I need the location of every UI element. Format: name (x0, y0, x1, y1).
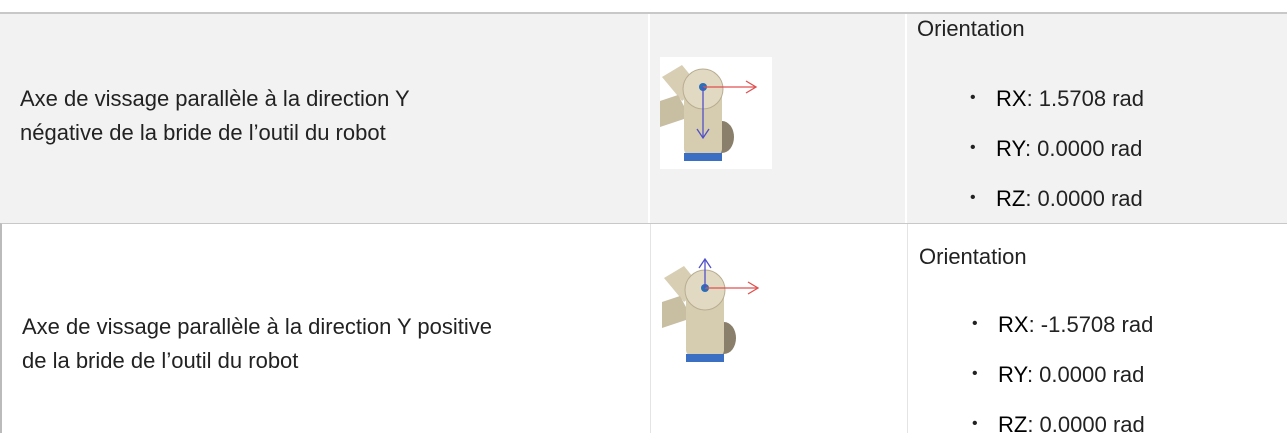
column-separator (650, 224, 651, 433)
bullet: • (970, 139, 976, 156)
item-value: : -1.5708 rad (1028, 312, 1154, 337)
bullet: • (972, 315, 978, 332)
description-line: négative de la bride de l’outil du robot (20, 120, 386, 145)
orientation-item: RX: -1.5708 rad (998, 312, 1153, 338)
column-separator (648, 14, 650, 224)
description-line: Axe de vissage parallèle à la direction … (22, 314, 493, 339)
orientation-item: RX: 1.5708 rad (996, 86, 1144, 112)
bullet: • (972, 365, 978, 382)
item-value: : 0.0000 rad (1026, 362, 1145, 387)
bullet: • (970, 189, 976, 206)
description-line: Axe de vissage parallèle à la direction … (20, 86, 410, 111)
orientation-item: RY: 0.0000 rad (998, 362, 1144, 388)
robot-icon (660, 57, 772, 169)
column-separator (905, 14, 907, 224)
orientation-heading: Orientation (917, 16, 1025, 41)
bullet: • (970, 89, 976, 106)
item-label: RX (996, 86, 1027, 111)
orientation-heading: Orientation (919, 244, 1027, 269)
item-label: RZ (998, 412, 1028, 437)
orientation-item: RZ: 0.0000 rad (996, 186, 1143, 212)
orientation-item: RY: 0.0000 rad (996, 136, 1142, 162)
item-value: : 0.0000 rad (1025, 186, 1143, 211)
item-label: RX (998, 312, 1029, 337)
item-value: : 0.0000 rad (1027, 412, 1145, 437)
robot-icon (662, 258, 774, 370)
table-row: Axe de vissage parallèle à la direction … (0, 12, 1287, 224)
orientation-item: RZ: 0.0000 rad (998, 412, 1145, 438)
item-value: : 1.5708 rad (1026, 86, 1144, 111)
item-label: RZ (996, 186, 1026, 211)
column-separator (907, 224, 908, 433)
description-line: de la bride de l’outil du robot (22, 348, 299, 373)
item-label: RY (996, 136, 1025, 161)
bullet: • (972, 415, 978, 432)
item-value: : 0.0000 rad (1024, 136, 1143, 161)
item-label: RY (998, 362, 1027, 387)
table-row: Axe de vissage parallèle à la direction … (0, 223, 1287, 437)
